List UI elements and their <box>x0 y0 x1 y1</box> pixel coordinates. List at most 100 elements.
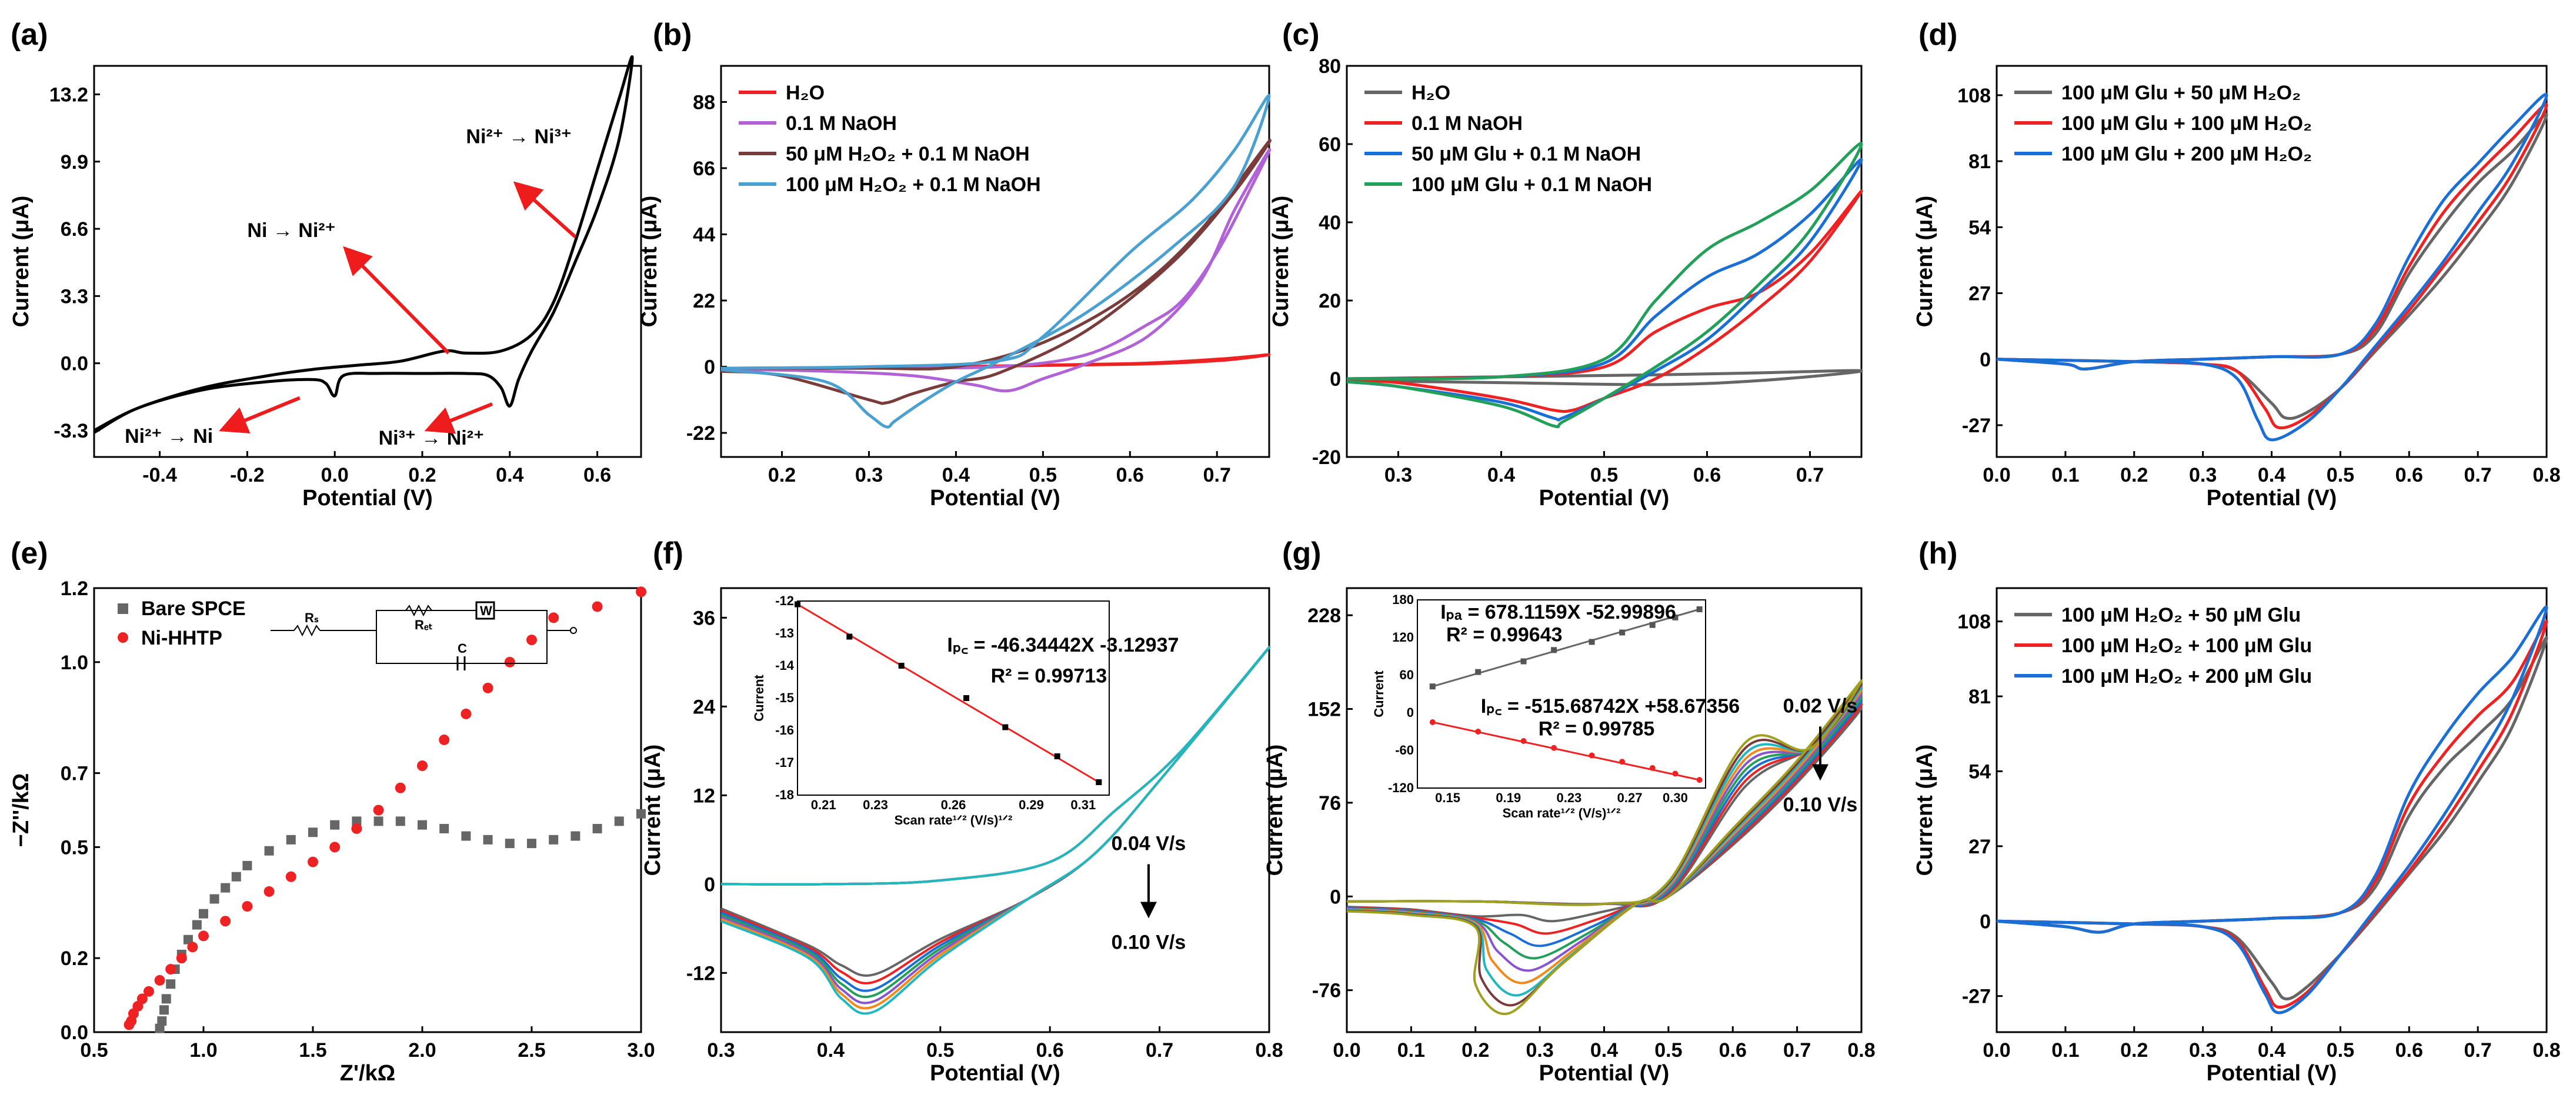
bare-spce-point <box>461 831 471 841</box>
y-tick-label: 76 <box>1319 792 1341 815</box>
y-tick-label: 81 <box>1968 151 1991 173</box>
legend-label: 100 μM Glu + 0.1 M NaOH <box>1412 173 1652 196</box>
x-tick-label: 0.4 <box>942 464 970 486</box>
y-tick-label: 0.7 <box>61 763 88 785</box>
bare-spce-point <box>159 1005 169 1015</box>
cv-series <box>720 148 1272 393</box>
inset-point <box>846 633 853 640</box>
legend-label: 100 μM H₂O₂ + 0.1 M NaOH <box>786 173 1041 196</box>
x-tick-label: 0.4 <box>1590 1039 1618 1062</box>
ni-hhtp-point <box>395 782 406 793</box>
y-tick-label: 1.2 <box>61 578 88 600</box>
circuit-label: Rₑₜ <box>415 618 433 632</box>
inset-y-tick: -15 <box>775 690 794 705</box>
ni-hhtp-point <box>351 823 362 834</box>
y-tick-label: -76 <box>1312 980 1341 1002</box>
x-axis-label: Potential (V) <box>2207 486 2337 510</box>
x-tick-label: 2.0 <box>408 1039 436 1062</box>
bare-spce-point <box>308 827 318 837</box>
x-tick-label: 0.4 <box>1487 464 1515 486</box>
ni-hhtp-point <box>548 612 559 623</box>
legend-label: 100 μM Glu + 200 μM H₂O₂ <box>2061 143 2312 165</box>
inset-y-label: Current <box>752 675 766 722</box>
y-tick-label: -22 <box>686 422 715 445</box>
x-tick-label: 0.3 <box>1526 1039 1553 1062</box>
bare-spce-point <box>286 835 296 845</box>
legend-label: 50 μM H₂O₂ + 0.1 M NaOH <box>786 143 1030 165</box>
circuit-label: Rₛ <box>305 610 319 625</box>
y-axis-label: Current (μA) <box>9 196 34 328</box>
x-tick-label: 0.7 <box>1796 464 1824 486</box>
x-tick-label: 0.6 <box>1719 1039 1747 1062</box>
x-tick-label: 0.4 <box>817 1039 845 1062</box>
inset-r2: R² = 0.99785 <box>1539 717 1655 740</box>
x-tick-label: 0.5 <box>1590 464 1618 486</box>
bare-spce-point <box>199 909 208 919</box>
legend-label: H₂O <box>1412 82 1450 104</box>
bare-spce-point <box>439 823 449 833</box>
panel-label-b: (b) <box>653 18 692 52</box>
panel-f: 0.3 0.4 0.5 0.6 0.7 0.8 -12 0 12 24 36 Potential (V… <box>640 587 1283 1086</box>
x-tick-label: 0.6 <box>1693 464 1721 486</box>
plot-frame <box>720 587 1270 1033</box>
x-axis-label: Z'/kΩ <box>340 1061 395 1086</box>
cv-series <box>1346 142 1863 429</box>
ni-hhtp-point <box>592 601 603 612</box>
cv-series <box>1996 636 2548 1001</box>
panel-b: 0.2 0.3 0.4 0.5 0.6 0.7 -22 0 22 44 66 88 Potential … <box>637 65 1272 510</box>
terminal <box>570 627 577 634</box>
y-tick-label: 24 <box>693 696 715 718</box>
bare-spce-point <box>192 920 202 930</box>
x-tick-label: 3.0 <box>627 1039 655 1062</box>
legend-swatch <box>118 632 128 643</box>
inset-point <box>1672 614 1679 620</box>
ni-hhtp-point <box>636 586 646 598</box>
x-tick-label: 0.6 <box>1116 464 1144 486</box>
x-tick-label: 0.0 <box>1983 1039 2010 1062</box>
circuit-label: W <box>480 603 492 618</box>
legend-label: 0.1 M NaOH <box>786 112 897 135</box>
bare-spce-point <box>161 994 171 1004</box>
y-tick-label: 108 <box>1957 85 1991 107</box>
panel-label-h: (h) <box>1918 536 1957 570</box>
resistor-rct <box>405 604 432 617</box>
annotation: Ni → Ni²⁺ <box>247 219 335 242</box>
inset-x-tick: 0.23 <box>1556 790 1581 805</box>
y-axis-label: Current (μA) <box>1269 196 1293 328</box>
inset-point <box>898 663 905 669</box>
panel-label-e: (e) <box>11 536 48 570</box>
annotation: Ni²⁺ → Ni <box>125 425 213 448</box>
bare-spce-point <box>395 816 405 826</box>
inset-y-tick: -16 <box>775 723 794 737</box>
bare-spce-point <box>155 1023 165 1033</box>
y-tick-label: 27 <box>1968 283 1991 305</box>
x-tick-label: 0.8 <box>2532 1039 2560 1062</box>
x-tick-label: 0.6 <box>2395 1039 2423 1062</box>
inset-y-tick: -18 <box>775 787 794 802</box>
inset-x-tick: 0.21 <box>811 797 836 812</box>
inset-y-tick: 120 <box>1392 630 1414 645</box>
inset-fit-line <box>1432 721 1700 781</box>
annotation: Ni²⁺ → Ni³⁺ <box>466 126 571 148</box>
inset: 0.21 0.23 0.26 0.29 0.31 -18 -17 -16 -15 -14 -13 -1… <box>752 593 1179 827</box>
inset-equation: Iₚ꜀ = -46.34442X -3.12937 <box>947 634 1179 656</box>
panel-a: -0.4 -0.2 0.0 0.2 0.4 0.6 -3.3 0.0 3.3 6.6 9.9 13.2… <box>9 55 642 510</box>
bare-spce-point <box>483 835 493 845</box>
inset-point <box>963 695 970 701</box>
inset-point <box>1054 753 1060 759</box>
cv-curve <box>93 55 634 434</box>
inset-x-tick: 0.30 <box>1663 790 1688 805</box>
y-tick-label: 81 <box>1968 686 1991 708</box>
x-axis-label: Potential (V) <box>930 1061 1060 1086</box>
inset-x-tick: 0.31 <box>1070 797 1096 812</box>
y-tick-label: 54 <box>1968 760 1991 783</box>
x-tick-label: 0.8 <box>1847 1039 1875 1062</box>
panel-e: 0.5 1.0 1.5 2.0 2.5 3.0 0.0 0.2 0.5 0.7 1.0 1.2 Z'/k… <box>9 578 655 1086</box>
legend-label: H₂O <box>786 82 825 104</box>
x-tick-label: -0.4 <box>142 464 177 486</box>
y-tick-label: 0.0 <box>61 353 88 375</box>
legend-label: 50 μM Glu + 0.1 M NaOH <box>1412 143 1641 165</box>
legend-label: Bare SPCE <box>141 598 246 620</box>
x-tick-label: 0.5 <box>1654 1039 1682 1062</box>
